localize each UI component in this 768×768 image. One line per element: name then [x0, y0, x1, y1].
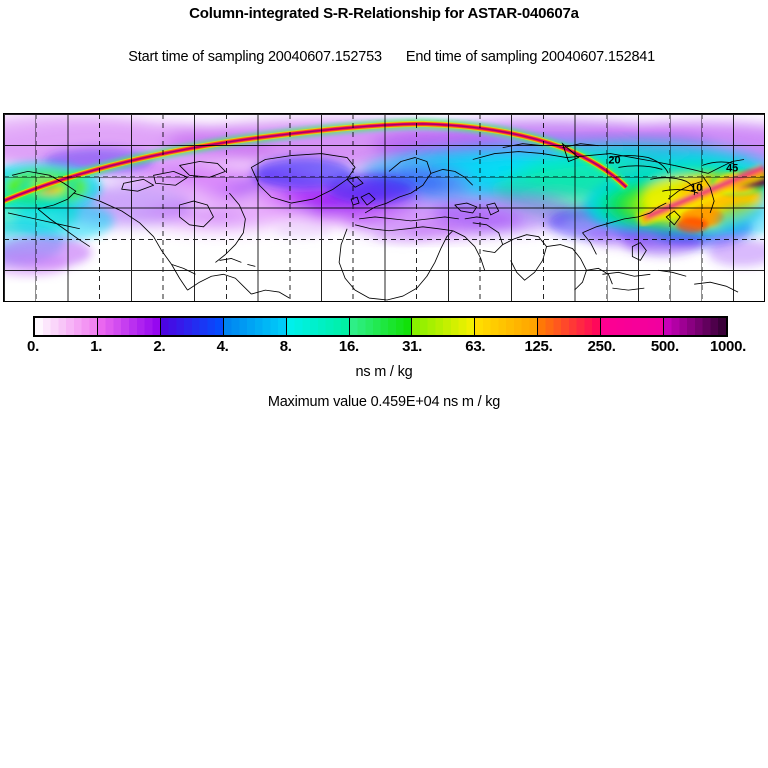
- colorbar-band-4: [286, 318, 350, 335]
- colorbar-band-3: [223, 318, 287, 335]
- page-title: Column-integrated S-R-Relationship for A…: [189, 5, 579, 22]
- colorbar-tick-63: 63.: [465, 338, 486, 355]
- colorbar-tick-4: 4.: [216, 338, 229, 355]
- contour-label-45: 45: [726, 162, 738, 174]
- colorbar-section: 0. 1. 2. 4. 8. 16. 31. 63. 125. 250. 500. 1000.: [0, 316, 768, 359]
- end-time-label: End time of sampling 20040607.152841: [405, 49, 656, 65]
- colorbar-band-6: [412, 318, 476, 335]
- colorbar-tick-1000: 1000.: [709, 338, 747, 355]
- colorbar-band-10: [664, 318, 726, 335]
- colorbar-band-7: [475, 318, 539, 335]
- maximum-value-label: Maximum value 0.459E+04 ns m / kg: [267, 394, 501, 410]
- colorbar-band-8: [538, 318, 602, 335]
- colorbar-band-2: [160, 318, 224, 335]
- colorbar-tick-8: 8.: [279, 338, 292, 355]
- sampling-time-line: Start time of sampling 20040607.152753 En…: [0, 24, 768, 90]
- colorbar-tick-31: 31.: [402, 338, 423, 355]
- contour-label-overlay: 20 10 45: [561, 142, 738, 196]
- colorbar-tick-16: 16.: [338, 338, 359, 355]
- colorbar-tick-1: 1.: [90, 338, 103, 355]
- start-time-label: Start time of sampling 20040607.152753: [128, 49, 382, 65]
- colorbar-band-1: [97, 318, 161, 335]
- contour-label-20: 20: [608, 155, 620, 167]
- colorbar[interactable]: [33, 316, 728, 337]
- colorbar-band-0: [35, 318, 98, 335]
- colorbar-tick-250: 250.: [587, 338, 616, 355]
- colorbar-band-9: [601, 318, 665, 335]
- colorbar-tick-2: 2.: [153, 338, 166, 355]
- map-plot-panel[interactable]: 20 10 45: [3, 113, 765, 302]
- colorbar-band-5: [349, 318, 413, 335]
- colorbar-unit-label: ns m / kg: [355, 364, 413, 380]
- colorbar-tick-125: 125.: [524, 338, 553, 355]
- colorbar-tick-500: 500.: [650, 338, 679, 355]
- colorbar-tick-0: 0.: [27, 338, 39, 355]
- contour-label-10: 10: [690, 182, 702, 194]
- colorbar-tick-labels: 0. 1. 2. 4. 8. 16. 31. 63. 125. 250. 500. 1000.: [27, 337, 746, 359]
